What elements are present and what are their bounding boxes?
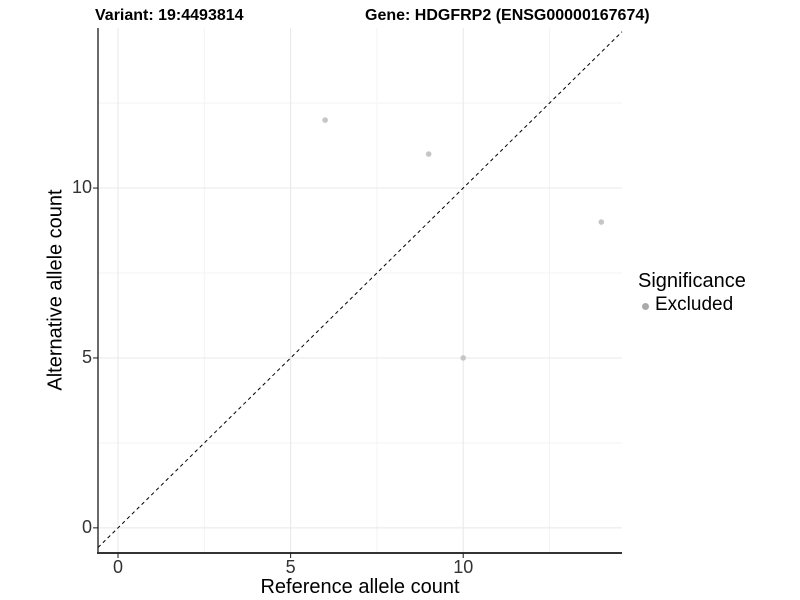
variant-title: Variant: 19:4493814: [95, 7, 244, 24]
x-tick-label: 5: [285, 557, 296, 577]
data-point: [322, 117, 328, 123]
legend-title: Significance: [638, 270, 746, 292]
y-tick-label: 0: [81, 516, 92, 537]
identity-line: [97, 31, 623, 548]
legend: Significance Excluded: [638, 269, 746, 316]
legend-item-excluded: Excluded: [638, 294, 746, 316]
data-point: [598, 219, 605, 225]
x-axis-label: Reference allele count: [260, 576, 460, 598]
y-tick-label: 5: [81, 346, 92, 367]
excluded-point-icon: [642, 302, 649, 310]
y-tick-label: 10: [71, 177, 92, 198]
x-tick-label: 10: [453, 557, 474, 577]
gene-title: Gene: HDGFRP2 (ENSG00000167674): [365, 7, 650, 24]
y-axis-label: Alternative allele count: [44, 189, 67, 391]
x-tick-label: 0: [113, 557, 124, 577]
data-point: [460, 355, 467, 361]
data-point: [425, 151, 432, 157]
legend-item-label: Excluded: [655, 294, 734, 315]
